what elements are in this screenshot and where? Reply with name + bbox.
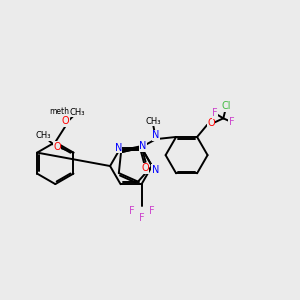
Text: N: N xyxy=(152,164,159,175)
Text: F: F xyxy=(149,206,155,216)
Text: CH₃: CH₃ xyxy=(69,108,85,117)
Text: F: F xyxy=(212,108,218,118)
Text: N: N xyxy=(139,141,147,152)
Text: N: N xyxy=(115,143,122,153)
Text: O: O xyxy=(141,163,149,173)
Text: CH₃: CH₃ xyxy=(145,116,161,125)
Text: methoxy: methoxy xyxy=(50,107,83,116)
Text: N: N xyxy=(152,130,160,140)
Text: F: F xyxy=(229,117,234,127)
Text: F: F xyxy=(128,206,134,216)
Text: O: O xyxy=(207,118,215,128)
Text: F: F xyxy=(139,213,145,223)
Text: CH₃: CH₃ xyxy=(35,131,51,140)
Text: O: O xyxy=(53,142,61,152)
Text: O: O xyxy=(62,116,69,126)
Text: Cl: Cl xyxy=(221,101,231,111)
Text: O: O xyxy=(62,116,70,126)
